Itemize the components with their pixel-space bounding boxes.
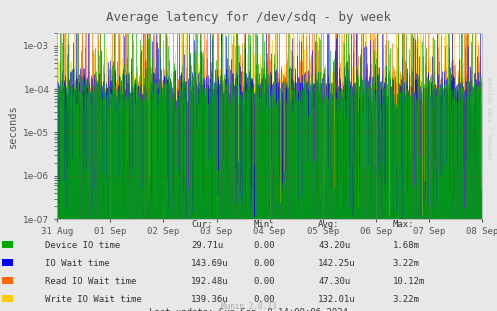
Y-axis label: seconds: seconds: [8, 104, 18, 148]
Text: 29.71u: 29.71u: [191, 241, 224, 249]
Text: 0.00: 0.00: [253, 241, 275, 249]
Text: IO Wait time: IO Wait time: [45, 259, 109, 267]
Text: 192.48u: 192.48u: [191, 277, 229, 285]
Text: 132.01u: 132.01u: [318, 295, 356, 304]
Text: 10.12m: 10.12m: [393, 277, 425, 285]
Text: 43.20u: 43.20u: [318, 241, 350, 249]
Text: 0.00: 0.00: [253, 277, 275, 285]
Text: Read IO Wait time: Read IO Wait time: [45, 277, 136, 285]
Text: Max:: Max:: [393, 220, 414, 229]
Text: Min:: Min:: [253, 220, 275, 229]
Text: 139.36u: 139.36u: [191, 295, 229, 304]
Text: 0.00: 0.00: [253, 295, 275, 304]
Text: Cur:: Cur:: [191, 220, 213, 229]
Text: 3.22m: 3.22m: [393, 295, 419, 304]
Text: 1.68m: 1.68m: [393, 241, 419, 249]
Text: Last update: Sun Sep  8 14:00:06 2024: Last update: Sun Sep 8 14:00:06 2024: [149, 309, 348, 311]
Text: 47.30u: 47.30u: [318, 277, 350, 285]
Text: Write IO Wait time: Write IO Wait time: [45, 295, 142, 304]
Text: 142.25u: 142.25u: [318, 259, 356, 267]
Text: 0.00: 0.00: [253, 259, 275, 267]
Text: 143.69u: 143.69u: [191, 259, 229, 267]
Text: Average latency for /dev/sdq - by week: Average latency for /dev/sdq - by week: [106, 11, 391, 24]
Text: RRDTOOL / TOBI OETIKER: RRDTOOL / TOBI OETIKER: [489, 77, 494, 160]
Text: Avg:: Avg:: [318, 220, 339, 229]
Text: Munin 2.0.73: Munin 2.0.73: [221, 302, 276, 311]
Text: Device IO time: Device IO time: [45, 241, 120, 249]
Text: 3.22m: 3.22m: [393, 259, 419, 267]
